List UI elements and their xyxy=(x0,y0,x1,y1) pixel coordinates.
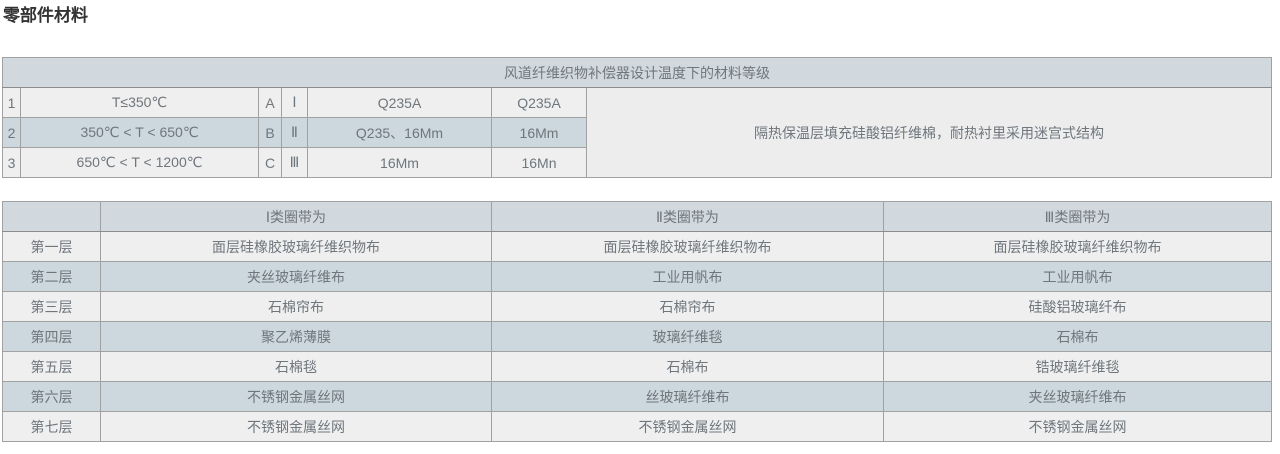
type1-header-cell: Ⅰ类圈带为 xyxy=(100,201,492,232)
layer-material-table: Ⅰ类圈带为 Ⅱ类圈带为 Ⅲ类圈带为 第一层 面层硅橡胶玻璃纤维织物布 面层硅橡胶… xyxy=(2,201,1272,442)
table-row: 第三层 石棉帘布 石棉帘布 硅酸铝玻璃纤布 xyxy=(2,291,1272,322)
table-row: 第六层 不锈钢金属丝网 丝玻璃纤维布 夹丝玻璃纤维布 xyxy=(2,381,1272,412)
type1-cell: 面层硅橡胶玻璃纤维织物布 xyxy=(100,231,492,262)
type2-cell: 不锈钢金属丝网 xyxy=(491,411,884,442)
material-a-cell: Q235、16Mm xyxy=(307,117,492,148)
layer-label-cell: 第七层 xyxy=(2,411,101,442)
layer-label-cell: 第一层 xyxy=(2,231,101,262)
material-b-cell: 16Mm xyxy=(491,117,587,148)
table-row: 第五层 石棉毯 石棉布 锆玻璃纤维毯 xyxy=(2,351,1272,382)
grade-letter-cell: A xyxy=(258,87,282,118)
type1-cell: 不锈钢金属丝网 xyxy=(100,411,492,442)
material-a-cell: 16Mm xyxy=(307,147,492,178)
material-b-cell: Q235A xyxy=(491,87,587,118)
type3-cell: 锆玻璃纤维毯 xyxy=(883,351,1272,382)
type1-cell: 夹丝玻璃纤维布 xyxy=(100,261,492,292)
type1-cell: 石棉毯 xyxy=(100,351,492,382)
layer-label-cell: 第五层 xyxy=(2,351,101,382)
type2-header-cell: Ⅱ类圈带为 xyxy=(491,201,884,232)
type3-cell: 不锈钢金属丝网 xyxy=(883,411,1272,442)
table-row: 第七层 不锈钢金属丝网 不锈钢金属丝网 不锈钢金属丝网 xyxy=(2,411,1272,442)
layer-label-cell: 第四层 xyxy=(2,321,101,352)
temp-range-cell: 650℃ < T < 1200℃ xyxy=(20,147,259,178)
grade-roman-cell: Ⅱ xyxy=(281,117,308,148)
material-a-cell: Q235A xyxy=(307,87,492,118)
type2-cell: 丝玻璃纤维布 xyxy=(491,381,884,412)
table-row: 2 350℃ < T < 650℃ B Ⅱ Q235、16Mm 16Mm xyxy=(2,117,1272,148)
table-row: 3 650℃ < T < 1200℃ C Ⅲ 16Mm 16Mn xyxy=(2,147,1272,178)
layer-label-cell: 第二层 xyxy=(2,261,101,292)
page-title: 零部件材料 xyxy=(3,6,88,25)
table-row: 第四层 聚乙烯薄膜 玻璃纤维毯 石棉布 xyxy=(2,321,1272,352)
grade-roman-cell: Ⅰ xyxy=(281,87,308,118)
table-row: 第一层 面层硅橡胶玻璃纤维织物布 面层硅橡胶玻璃纤维织物布 面层硅橡胶玻璃纤维织… xyxy=(2,231,1272,262)
temp-range-cell: 350℃ < T < 650℃ xyxy=(20,117,259,148)
table-row: 第二层 夹丝玻璃纤维布 工业用帆布 工业用帆布 xyxy=(2,261,1272,292)
layer-label-cell: 第六层 xyxy=(2,381,101,412)
grade-roman-cell: Ⅲ xyxy=(281,147,308,178)
type3-cell: 面层硅橡胶玻璃纤维织物布 xyxy=(883,231,1272,262)
type2-cell: 石棉布 xyxy=(491,351,884,382)
material-grade-table-caption: 风道纤维织物补偿器设计温度下的材料等级 xyxy=(2,57,1272,88)
type3-cell: 硅酸铝玻璃纤布 xyxy=(883,291,1272,322)
temp-range-cell: T≤350℃ xyxy=(20,87,259,118)
material-grade-table-header-row: 风道纤维织物补偿器设计温度下的材料等级 xyxy=(2,57,1272,88)
num-cell: 2 xyxy=(2,117,21,148)
type2-cell: 工业用帆布 xyxy=(491,261,884,292)
grade-letter-cell: B xyxy=(258,117,282,148)
type2-cell: 玻璃纤维毯 xyxy=(491,321,884,352)
num-cell: 3 xyxy=(2,147,21,178)
type3-header-cell: Ⅲ类圈带为 xyxy=(883,201,1272,232)
type2-cell: 面层硅橡胶玻璃纤维织物布 xyxy=(491,231,884,262)
layer-material-table-header-row: Ⅰ类圈带为 Ⅱ类圈带为 Ⅲ类圈带为 xyxy=(2,201,1272,232)
type2-cell: 石棉帘布 xyxy=(491,291,884,322)
num-cell: 1 xyxy=(2,87,21,118)
type1-cell: 石棉帘布 xyxy=(100,291,492,322)
insulation-note-cell: 隔热保温层填充硅酸铝纤维棉，耐热衬里采用迷宫式结构 xyxy=(586,87,1272,178)
type3-cell: 石棉布 xyxy=(883,321,1272,352)
type3-cell: 工业用帆布 xyxy=(883,261,1272,292)
type1-cell: 聚乙烯薄膜 xyxy=(100,321,492,352)
material-grade-table: 风道纤维织物补偿器设计温度下的材料等级 1 T≤350℃ A Ⅰ Q235A Q… xyxy=(2,57,1272,178)
type1-cell: 不锈钢金属丝网 xyxy=(100,381,492,412)
table-row: 1 T≤350℃ A Ⅰ Q235A Q235A 隔热保温层填充硅酸铝纤维棉，耐… xyxy=(2,87,1272,178)
grade-letter-cell: C xyxy=(258,147,282,178)
layer-header-cell xyxy=(2,201,101,232)
material-b-cell: 16Mn xyxy=(491,147,587,178)
type3-cell: 夹丝玻璃纤维布 xyxy=(883,381,1272,412)
layer-label-cell: 第三层 xyxy=(2,291,101,322)
